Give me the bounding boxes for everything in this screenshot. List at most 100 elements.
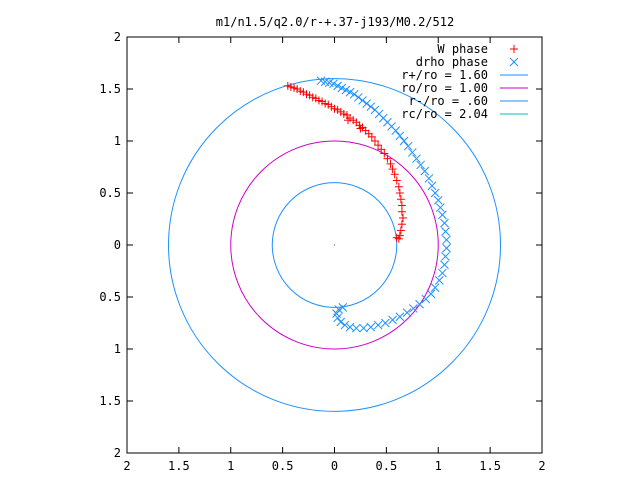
x-tick-label: 0.5 (376, 459, 398, 473)
drho-phase-point (345, 87, 355, 97)
x-tick-label: 0.5 (272, 459, 294, 473)
w-phase-point (380, 149, 389, 158)
y-tick-label: 2 (114, 446, 121, 460)
drho-phase-point (337, 83, 347, 93)
w-phase-point (396, 195, 405, 204)
legend-swatch (510, 45, 518, 53)
w-phase-point (394, 234, 403, 243)
x-tick-label: 1.5 (168, 459, 190, 473)
drho-phase-point (427, 181, 437, 191)
drho-phase-point (333, 81, 342, 91)
radius-circles (168, 78, 501, 412)
drho-phase-point (380, 318, 390, 328)
x-tick-label: 1 (435, 459, 442, 473)
drho-phase-point (399, 136, 409, 146)
w-phase-point (370, 137, 379, 145)
drho-phase-point (402, 308, 412, 317)
chart-title: m1/n1.5/q2.0/r-+.37-j193/M0.2/512 (216, 15, 454, 29)
w-phase-point (377, 145, 386, 154)
y-tick-label: 1.5 (99, 82, 121, 96)
drho-phase-point (358, 96, 367, 105)
drho-phase-point (442, 235, 451, 245)
drho-phase-point (329, 79, 338, 89)
y-tick-label: 1 (114, 134, 121, 148)
drho-phase-point (441, 227, 450, 236)
legend-swatch (509, 57, 519, 67)
drho-phase-point (345, 322, 355, 332)
axis-ticks: 2 1.5 1 0.5 0 0.5 1 1.5 221.510.500.511.52 (99, 30, 545, 473)
w-phase-point (386, 159, 395, 168)
w-phase-point (397, 220, 406, 229)
drho-phase-point (391, 126, 401, 135)
x-tick-label: 2 (538, 459, 545, 473)
drho-phase-point (442, 243, 451, 253)
drho-phase-point (395, 131, 405, 141)
drho-phase-point (362, 99, 372, 108)
w-phase-point (390, 170, 399, 179)
drho-phase-point (420, 166, 430, 176)
y-tick-label: 0 (114, 238, 121, 252)
drho-phase-point (438, 268, 447, 278)
legend-label: ro/ro = 1.00 (401, 81, 488, 95)
w-phase-point (395, 189, 404, 197)
drho-phase-point (349, 89, 359, 99)
y-tick-label: 1.5 (99, 394, 121, 408)
w-phase-point (397, 207, 406, 216)
drho-phase-point (435, 203, 445, 212)
y-tick-label: 0.5 (99, 290, 121, 304)
drho-phase-point (434, 276, 444, 285)
legend-label: rc/ro = 2.04 (401, 107, 488, 121)
w-phase-point (398, 213, 407, 222)
center-point (333, 244, 336, 246)
drho-phase-point (433, 195, 443, 205)
drho-phase-point (338, 303, 348, 312)
w-phase-point (394, 182, 403, 191)
radius-circle (271, 182, 398, 308)
x-tick-label: 0 (331, 459, 338, 473)
drho-phase-point (430, 188, 440, 198)
drho-phase-point (416, 160, 425, 170)
drho-phase-point (336, 317, 346, 327)
drho-phase-point (440, 218, 449, 228)
data-markers (283, 76, 451, 333)
w-phase-point (392, 233, 401, 242)
drho-phase-point (421, 294, 431, 304)
drho-phase-point (366, 322, 376, 332)
legend-label: W phase (437, 42, 488, 56)
y-tick-label: 0.5 (99, 186, 121, 200)
drho-phase-point (430, 283, 440, 292)
x-tick-label: 1.5 (479, 459, 501, 473)
legend-label: r-/ro = .60 (409, 94, 488, 108)
drho-phase-point (415, 299, 424, 309)
drho-phase-point (340, 320, 350, 330)
drho-phase-point (366, 102, 376, 112)
drho-phase-point (395, 312, 405, 322)
radius-circle (168, 78, 501, 412)
w-phase-point (356, 124, 365, 133)
radius-circle (230, 140, 439, 350)
drho-phase-point (408, 304, 418, 313)
y-tick-label: 1 (114, 342, 121, 356)
drho-phase-point (359, 323, 368, 333)
drho-phase-point (438, 210, 447, 220)
drho-phase-point (441, 252, 450, 261)
w-phase-point (383, 154, 392, 163)
drho-phase-point (407, 148, 417, 157)
x-tick-label: 1 (227, 459, 234, 473)
drho-phase-point (424, 174, 434, 183)
drho-phase-point (440, 260, 449, 270)
legend-label: drho phase (416, 55, 488, 69)
w-phase-point (392, 176, 401, 185)
drho-phase-point (341, 85, 351, 95)
drho-phase-point (388, 315, 397, 325)
legend-label: r+/ro = 1.60 (401, 68, 488, 82)
x-tick-label: 2 (123, 459, 130, 473)
drho-phase-point (403, 141, 413, 151)
w-phase-point (396, 226, 405, 235)
w-phase-point (388, 165, 397, 174)
w-phase-point (343, 116, 352, 125)
w-phase-point (374, 141, 383, 150)
drho-phase-point (354, 92, 363, 102)
